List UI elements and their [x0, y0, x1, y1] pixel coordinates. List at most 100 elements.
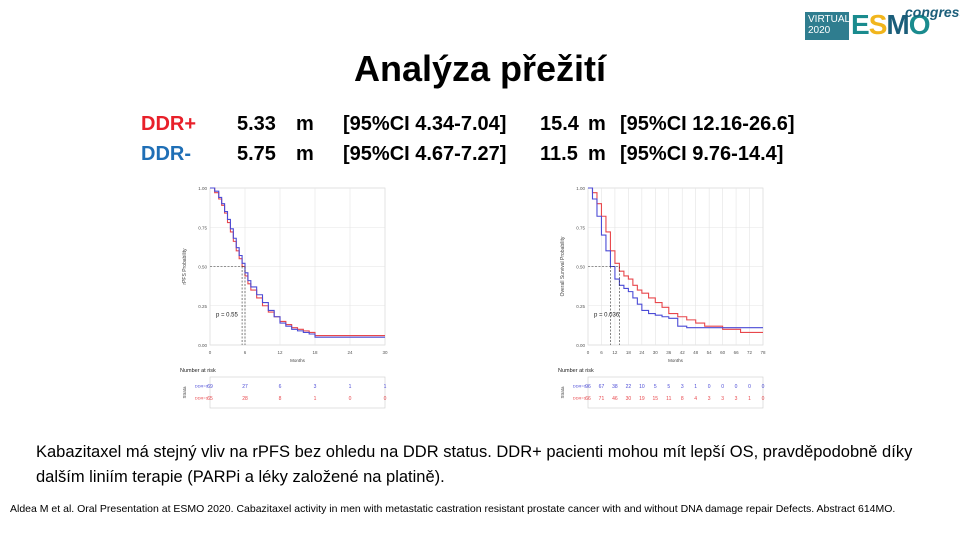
risk-count: 71: [599, 396, 605, 402]
risk-count: 11: [666, 396, 671, 402]
risk-table-area: [209, 376, 386, 409]
risk-count: 15: [653, 396, 659, 402]
risk-count: 22: [626, 384, 632, 390]
y-tick-label: 0.25: [198, 304, 207, 309]
risk-count: 4: [694, 396, 697, 402]
risk-count: 67: [599, 384, 605, 390]
x-axis-label: Months: [668, 358, 684, 363]
risk-count: 6: [279, 384, 282, 390]
risk-count: 0: [735, 384, 738, 390]
risk-count: 27: [242, 384, 248, 390]
risk-count: 3: [721, 396, 724, 402]
risk-count: 19: [639, 396, 645, 402]
y-tick-label: 1.00: [576, 186, 585, 191]
x-tick-label: 48: [693, 350, 699, 355]
x-tick-label: 18: [312, 350, 318, 355]
os-ci: [95%CI 9.76-14.4]: [620, 143, 784, 165]
p-value-annotation: p = 0.036: [594, 313, 620, 319]
x-tick-label: 60: [720, 350, 726, 355]
risk-count: 8: [681, 396, 684, 402]
km-series-ddr-plus: [588, 187, 763, 333]
risk-count: 5: [654, 384, 657, 390]
congress-label: congress: [905, 4, 960, 20]
risk-count: 1: [314, 396, 317, 402]
os-median: 15.4: [540, 113, 579, 135]
x-tick-label: 36: [666, 350, 672, 355]
x-tick-label: 42: [680, 350, 686, 355]
conclusion-text: Kabazitaxel má stejný vliv na rPFS bez o…: [36, 443, 913, 486]
risk-count: 69: [207, 384, 213, 390]
y-tick-label: 0.75: [576, 225, 585, 230]
y-axis-label: Overall Survival Probability: [560, 236, 566, 296]
risk-count: 1: [748, 396, 751, 402]
risk-count: 1: [349, 384, 352, 390]
y-tick-label: 0.50: [198, 265, 207, 270]
x-tick-label: 30: [382, 350, 388, 355]
risk-table-area: [587, 376, 764, 409]
x-tick-label: 12: [612, 350, 618, 355]
x-tick-label: 30: [653, 350, 659, 355]
risk-row-label: DDR=0: [573, 384, 587, 389]
risk-count: 0: [748, 384, 751, 390]
risk-table-y-label: Strata: [182, 386, 187, 399]
risk-count: 46: [612, 396, 618, 402]
x-tick-label: 24: [347, 350, 353, 355]
unit-label: m: [588, 113, 606, 135]
risk-count: 38: [612, 384, 618, 390]
risk-count: 66: [585, 396, 591, 402]
x-tick-label: 6: [600, 350, 603, 355]
x-tick-label: 6: [244, 350, 247, 355]
rpfs-ci: [95%CI 4.67-7.27]: [343, 143, 507, 165]
risk-count: 0: [762, 396, 765, 402]
x-tick-label: 0: [587, 350, 590, 355]
y-tick-label: 0.00: [198, 343, 207, 348]
risk-count: 0: [721, 384, 724, 390]
risk-count: 3: [708, 396, 711, 402]
risk-count: 1: [694, 384, 697, 390]
virtual-label: VIRTUAL: [808, 14, 851, 25]
os-ci: [95%CI 12.16-26.6]: [620, 113, 795, 135]
risk-row-label: DDR=0: [195, 384, 209, 389]
risk-count: 0: [384, 396, 387, 402]
y-tick-label: 0.75: [198, 225, 207, 230]
risk-count: 3: [681, 384, 684, 390]
rpfs-median: 5.33: [237, 113, 276, 135]
x-tick-label: 24: [639, 350, 645, 355]
risk-count: 30: [626, 396, 632, 402]
x-tick-label: 0: [209, 350, 212, 355]
esmo-wordmark: ESMO: [851, 9, 930, 40]
year-label: 2020: [808, 25, 831, 36]
risk-table-y-label: Strata: [560, 386, 565, 399]
risk-count: 65: [207, 396, 213, 402]
p-value-annotation: p = 0.55: [216, 313, 239, 319]
risk-count: 10: [639, 384, 645, 390]
risk-count: 3: [735, 396, 738, 402]
group-label: DDR-: [141, 143, 191, 165]
risk-count: 28: [242, 396, 248, 402]
os-km-chart: 0.000.250.500.751.000 6 12 18 24 30 36 42 48 54 60…: [556, 180, 771, 418]
risk-count: 1: [384, 384, 387, 390]
risk-row-label: DDR=1: [195, 396, 209, 401]
reference-text: Aldea M et al. Oral Presentation at ESMO…: [10, 503, 896, 515]
unit-label: m: [588, 143, 606, 165]
x-axis-label: Months: [290, 358, 306, 363]
x-tick-label: 18: [626, 350, 632, 355]
unit-label: m: [296, 113, 314, 135]
risk-count: 3: [314, 384, 317, 390]
risk-count: 5: [667, 384, 670, 390]
os-median: 11.5: [540, 143, 578, 165]
slide-title: Analýza přežití: [353, 48, 607, 89]
x-tick-label: 12: [277, 350, 283, 355]
y-tick-label: 1.00: [198, 186, 207, 191]
x-tick-label: 54: [707, 350, 713, 355]
y-axis-label: rPFS Probability: [182, 248, 188, 285]
km-series-ddr-minus: [588, 187, 763, 329]
risk-count: 96: [585, 384, 591, 390]
x-tick-label: 66: [734, 350, 740, 355]
virtual-2020-badge: VIRTUAL 2020: [805, 12, 851, 40]
rpfs-ci: [95%CI 4.34-7.04]: [343, 113, 507, 135]
risk-count: 8: [279, 396, 282, 402]
x-tick-label: 78: [760, 350, 766, 355]
esmo-virtual-congress-logo: VIRTUAL 2020 ESMO congress: [805, 4, 960, 40]
